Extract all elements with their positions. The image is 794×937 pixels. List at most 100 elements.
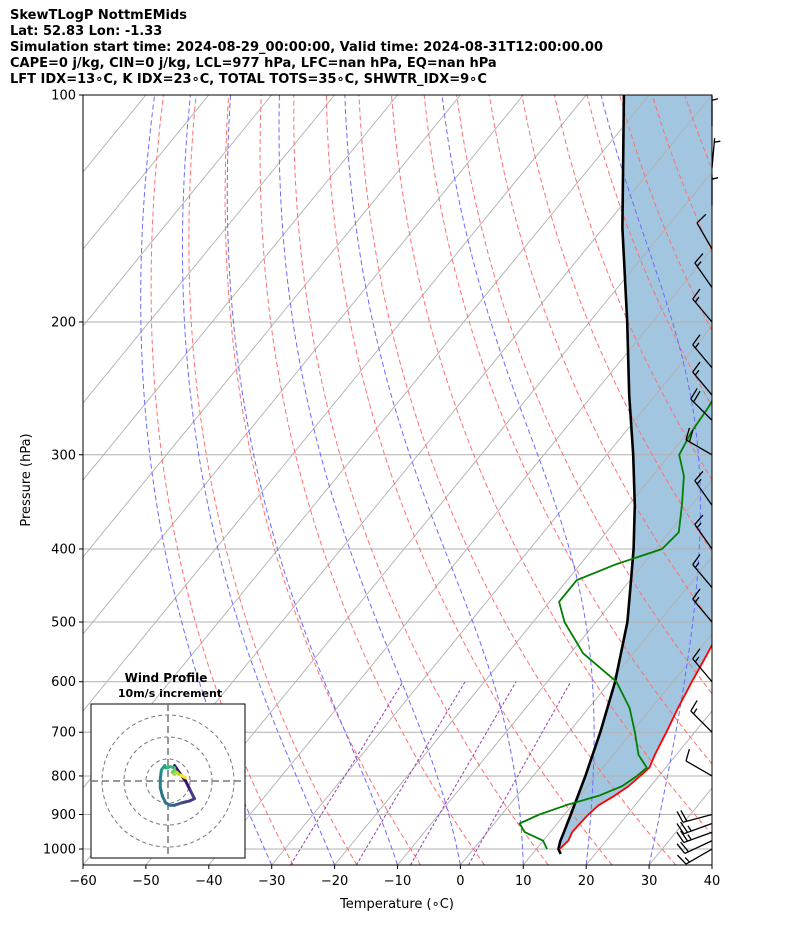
y-tick-label: 500 [51, 616, 76, 631]
barb-half-flag [693, 708, 698, 715]
dry-adiabat [224, 95, 422, 865]
x-axis-label: Temperature (∘C) [339, 897, 454, 912]
isotherm [271, 325, 712, 865]
wind-barb [692, 648, 713, 683]
barb-flag [676, 823, 685, 835]
isotherm [145, 171, 712, 865]
barb-flag [688, 429, 694, 442]
x-tick-label: −60 [69, 874, 96, 889]
barb-half-flag [696, 478, 702, 485]
x-tick-label: 0 [456, 874, 464, 889]
barb-flag [692, 588, 701, 600]
barb-staff [684, 840, 713, 854]
barb-staff [685, 439, 713, 456]
mixing-ratio-line [290, 681, 404, 865]
wind-barb [690, 388, 713, 421]
isotherm [83, 95, 524, 635]
time-label: Simulation start time: 2024-08-29_00:00:… [10, 40, 603, 55]
barb-staff [682, 813, 713, 823]
barb-staff [694, 262, 713, 288]
barb-flag [680, 810, 688, 822]
x-tick-label: −10 [384, 874, 411, 889]
barb-staff [694, 524, 713, 550]
x-tick-label: 10 [515, 874, 532, 889]
moist-adiabat [441, 95, 595, 865]
x-tick-label: 20 [578, 874, 595, 889]
barb-flag [694, 470, 704, 482]
isotherm [522, 633, 712, 865]
wind-barb [694, 253, 713, 288]
moist-adiabat [344, 95, 524, 865]
barb-staff [692, 371, 713, 396]
cin-shading [558, 95, 712, 849]
barb-half-flag [694, 369, 700, 376]
dry-adiabat [423, 95, 712, 765]
stability-indices: LFT IDX=13∘C, K IDX=23∘C, TOTAL TOTS=35∘… [10, 72, 487, 87]
moist-adiabat [600, 95, 701, 865]
wind-barb [690, 700, 713, 733]
barb-flag [692, 288, 701, 300]
barb-half-flag [687, 825, 692, 832]
isotherm [334, 402, 712, 865]
barb-staff [685, 848, 713, 865]
isotherm [83, 95, 210, 250]
y-tick-label: 1000 [43, 843, 76, 858]
moist-adiabat [278, 95, 461, 865]
y-tick-label: 400 [51, 542, 76, 557]
barb-flag [693, 390, 701, 403]
y-tick-label: 900 [51, 808, 76, 823]
wind-barb [692, 554, 713, 588]
barb-staff [692, 564, 713, 588]
hodograph-trace [184, 779, 192, 792]
barb-flag [685, 427, 691, 440]
barb-flag [676, 843, 686, 854]
barb-staff [711, 138, 716, 169]
mixing-ratio-line [409, 681, 517, 865]
hodograph-inset: Wind Profile 10m/s increment [90, 671, 246, 859]
barb-staff [694, 480, 713, 506]
wind-barb [692, 288, 713, 323]
barb-staff [692, 298, 713, 323]
barb-flag [676, 811, 684, 823]
hodograph-trace [158, 786, 164, 798]
barb-flag [680, 841, 689, 853]
y-tick-label: 700 [51, 726, 76, 741]
dry-adiabat [488, 95, 712, 624]
barb-flag [676, 831, 685, 843]
isotherm [83, 95, 273, 327]
y-tick-label: 200 [51, 315, 76, 330]
mixing-ratio-line [355, 681, 466, 865]
axis-ticks: −60 −50 −40 −30 −20 −10 0 10 20 30 40 100 200 300 400 5… [43, 89, 720, 890]
barb-half-flag [696, 522, 702, 529]
barb-flag [694, 253, 704, 264]
barb-staff [692, 344, 713, 369]
wind-barb [696, 213, 713, 250]
isotherm [208, 248, 712, 865]
dry-adiabat [521, 95, 712, 553]
dry-adiabat [293, 95, 549, 865]
wind-barb [692, 588, 713, 623]
barb-flag [680, 821, 689, 833]
y-axis-label: Pressure (hPa) [19, 433, 34, 526]
isotherm [397, 479, 712, 865]
moist-adiabat [140, 95, 273, 865]
dry-adiabat [188, 95, 358, 865]
hodograph-title: Wind Profile [125, 671, 208, 685]
dewpoint-line [518, 399, 712, 850]
wind-barbs [676, 96, 721, 865]
isotherm [711, 864, 712, 865]
barb-flag [690, 388, 698, 400]
wind-barb [711, 96, 719, 127]
barb-half-flag [694, 596, 700, 603]
dry-adiabat [783, 95, 794, 865]
x-tick-label: 40 [704, 874, 721, 889]
hodograph-subtitle: 10m/s increment [118, 687, 222, 700]
x-tick-label: −30 [258, 874, 285, 889]
wind-barb [676, 848, 713, 865]
barb-half-flag [694, 296, 700, 303]
wind-barb [676, 830, 713, 844]
barb-flag [692, 334, 701, 346]
hodograph-trace [179, 799, 192, 805]
wind-barb [685, 427, 713, 456]
